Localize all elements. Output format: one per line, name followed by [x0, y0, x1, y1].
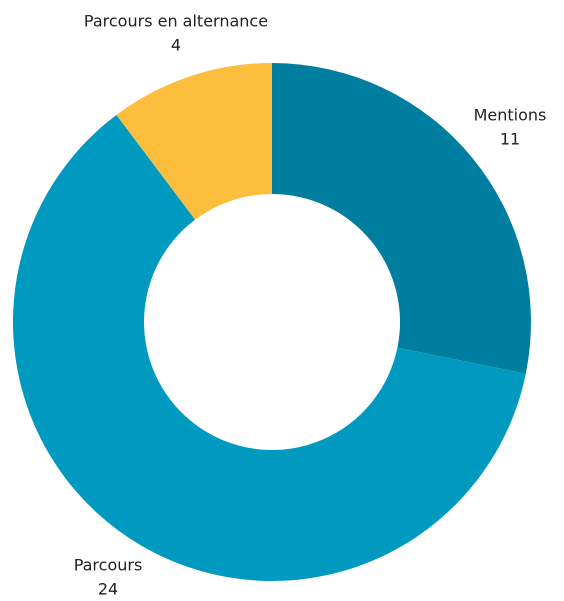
slice-label: Parcours [74, 556, 143, 575]
slice-value: 4 [171, 36, 181, 55]
donut-slice [12, 114, 526, 581]
donut-slice [272, 63, 531, 374]
slice-value: 24 [98, 580, 118, 599]
slice-label: Parcours en alternance [84, 12, 268, 31]
slices [12, 62, 531, 581]
slice-label: Mentions [474, 106, 547, 125]
slice-value: 11 [500, 130, 520, 149]
donut-slice [116, 62, 273, 220]
